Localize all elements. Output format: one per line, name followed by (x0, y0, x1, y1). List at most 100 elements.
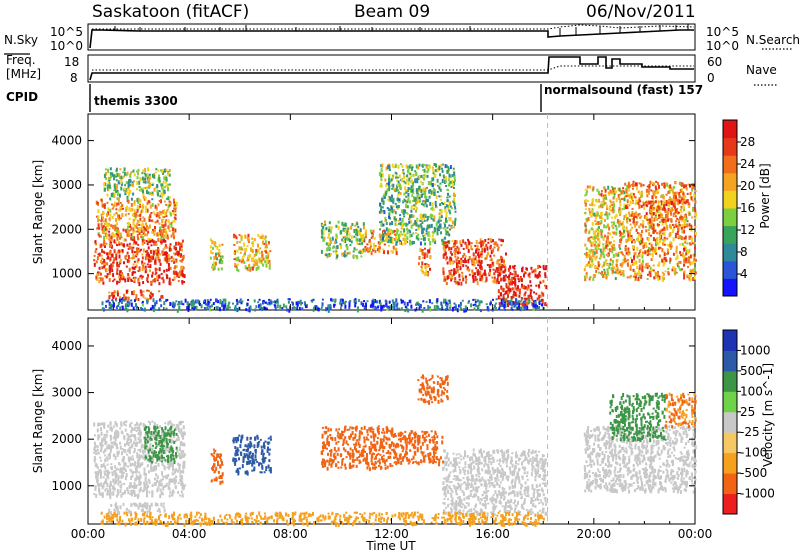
cell-0-8 (447, 183, 450, 187)
cell-0-6 (321, 224, 324, 227)
cell-0-13 (652, 237, 655, 242)
cell-0-1 (115, 228, 118, 233)
cell-0-10 (464, 241, 467, 245)
cell-0-0 (152, 255, 155, 260)
cell-0-1 (114, 201, 116, 206)
cell-1-0 (155, 473, 157, 477)
cell-0-8 (413, 208, 415, 210)
cell-0-5 (252, 263, 255, 268)
cell-0-11 (527, 284, 530, 289)
cell-0-11 (505, 291, 507, 294)
cell-0-3 (127, 183, 130, 188)
cell-0-15 (517, 300, 520, 305)
cell-0-1 (168, 204, 171, 207)
cell-0-6 (342, 239, 345, 243)
cell-0-8 (403, 175, 405, 179)
cell-0-13 (648, 246, 650, 250)
cell-0-14 (663, 205, 666, 210)
cell-0-0 (146, 252, 149, 256)
cell-0-15 (158, 307, 161, 310)
cell-0-15 (536, 306, 539, 309)
cell-0-1 (165, 231, 168, 235)
cell-0-8 (406, 200, 409, 203)
cell-0-13 (656, 232, 659, 235)
cell-0-1 (116, 222, 118, 226)
cell-0-0 (137, 277, 140, 281)
cell-1-0 (132, 434, 135, 438)
cell-0-14 (649, 219, 652, 224)
cell-0-12 (623, 234, 626, 237)
cell-0-8 (454, 207, 457, 210)
cell-0-11 (517, 289, 520, 292)
cell-0-1 (130, 226, 133, 231)
cell-0-1 (103, 203, 106, 207)
cell-0-1 (173, 235, 175, 239)
cell-0-3 (144, 196, 147, 201)
cell-0-8 (449, 165, 452, 170)
cell-0-7 (395, 235, 398, 240)
cell-1-0 (141, 443, 144, 446)
cell-0-4 (215, 252, 217, 256)
cell-0-8 (435, 206, 438, 209)
cell-0-0 (110, 263, 113, 268)
cell-0-13 (691, 242, 694, 245)
cell-0-8 (378, 171, 381, 176)
cell-0-15 (472, 298, 475, 301)
cell-0-5 (260, 257, 263, 261)
cell-1-0 (156, 475, 159, 480)
cell-0-10 (472, 278, 475, 283)
cell-0-8 (412, 214, 415, 218)
cell-0-1 (125, 205, 128, 210)
cell-0-8 (451, 174, 454, 178)
cell-0-0 (103, 260, 105, 263)
cell-0-13 (679, 216, 682, 220)
cell-0-8 (396, 184, 399, 189)
cell-0-8 (397, 192, 400, 196)
cell-0-10 (500, 238, 503, 242)
cell-0-2 (113, 293, 116, 295)
cell-0-13 (675, 271, 678, 274)
cell-0-8 (416, 179, 419, 184)
cell-0-6 (363, 225, 365, 230)
cell-0-8 (413, 204, 416, 207)
cell-0-13 (691, 261, 694, 265)
cell-0-0 (115, 253, 118, 257)
cell-0-11 (518, 288, 521, 292)
cell-0-10 (489, 259, 492, 262)
cell-1-0 (97, 434, 100, 438)
cell-0-13 (692, 253, 695, 257)
cell-0-8 (448, 224, 451, 227)
cell-0-13 (641, 251, 644, 254)
cell-0-15 (123, 298, 126, 302)
cell-0-11 (534, 268, 537, 273)
cell-0-12 (584, 188, 587, 191)
cell-0-8 (437, 225, 440, 229)
cell-0-15 (287, 300, 290, 304)
cell-0-10 (496, 259, 499, 264)
cell-0-0 (150, 280, 152, 283)
cell-0-3 (163, 189, 166, 194)
cell-0-15 (165, 307, 168, 310)
cell-0-10 (478, 242, 481, 245)
cell-0-15 (348, 306, 351, 310)
cell-0-15 (297, 301, 300, 304)
cell-0-15 (518, 303, 520, 307)
cell-0-3 (165, 176, 168, 181)
cell-0-6 (331, 246, 334, 249)
cell-0-5 (255, 252, 258, 257)
cell-0-13 (650, 248, 653, 251)
cell-0-11 (513, 264, 516, 267)
cell-0-8 (439, 209, 442, 211)
cell-1-0 (123, 482, 126, 485)
cell-0-8 (400, 220, 403, 223)
cell-0-0 (122, 276, 125, 281)
cell-0-13 (658, 221, 661, 224)
cell-0-15 (209, 307, 211, 312)
cell-0-12 (605, 211, 608, 215)
cell-0-7 (362, 233, 365, 238)
cell-0-9 (421, 272, 424, 275)
cell-0-15 (200, 304, 203, 308)
cell-0-6 (354, 224, 357, 227)
cell-0-3 (136, 188, 138, 191)
cell-0-10 (444, 251, 447, 256)
